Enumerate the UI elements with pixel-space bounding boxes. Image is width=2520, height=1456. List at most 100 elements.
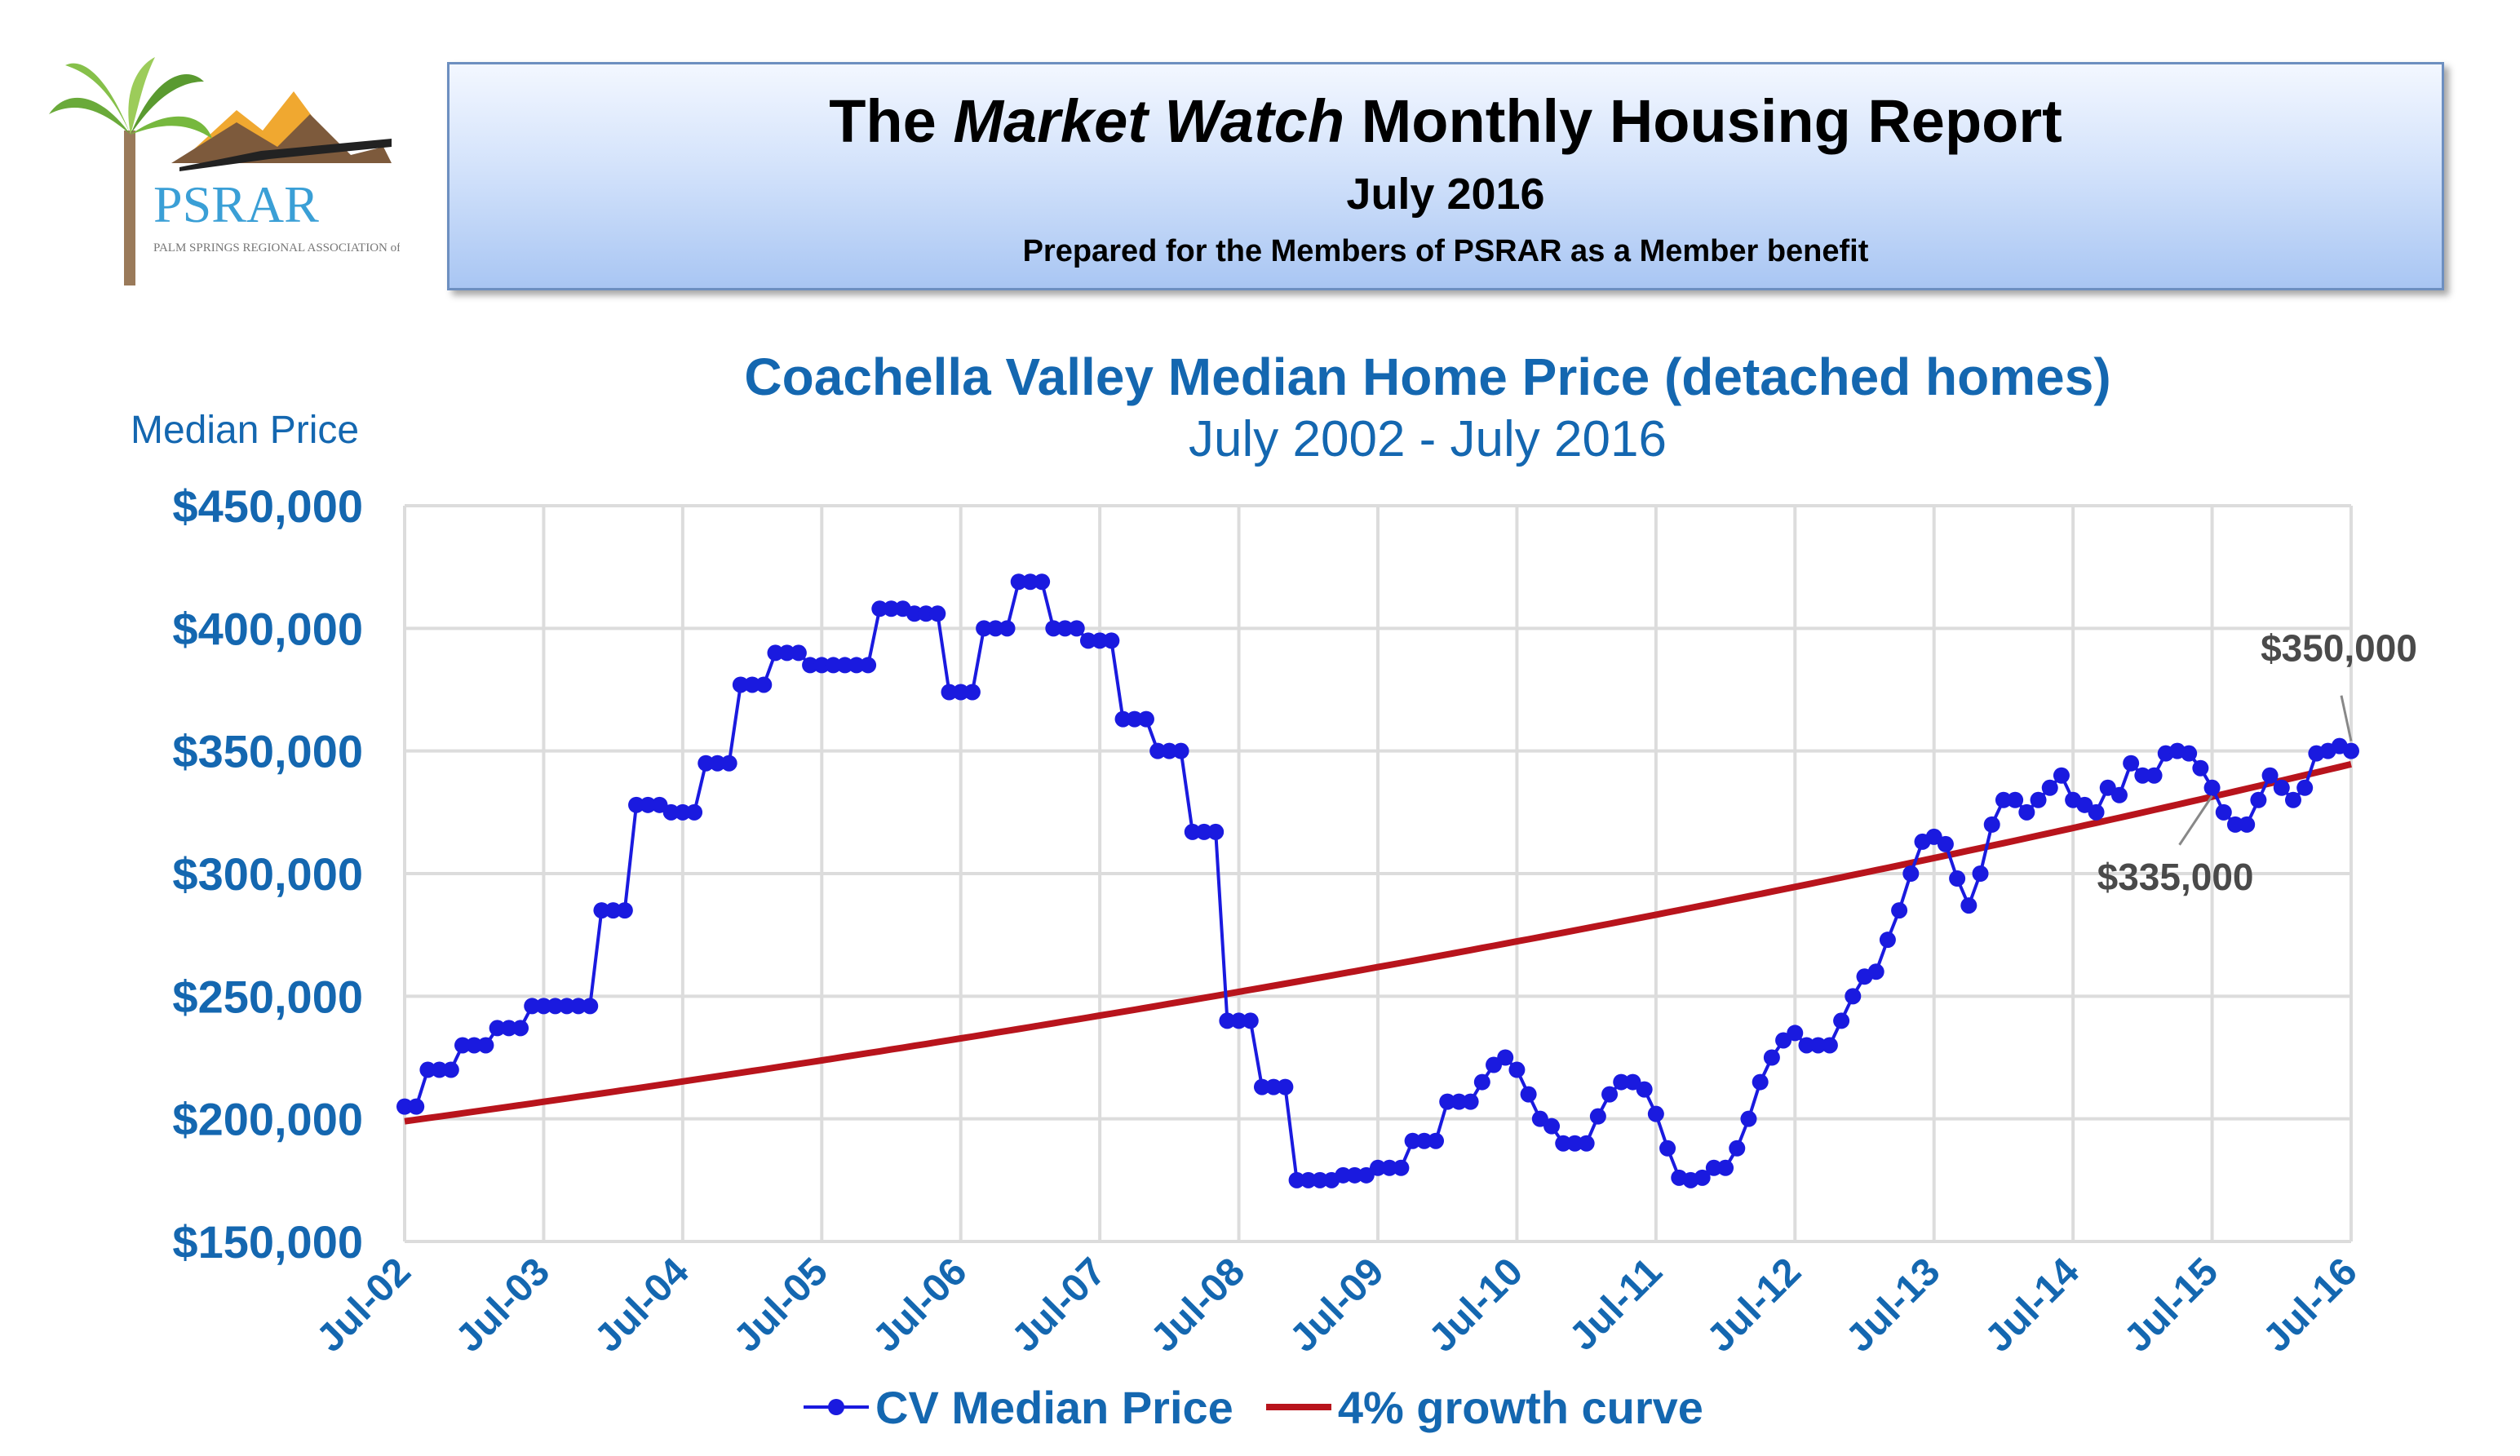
- logo-text: PSRAR: [153, 175, 319, 233]
- median-price-point: [883, 600, 900, 617]
- legend-item-growth: 4% growth curve: [1265, 1381, 1703, 1434]
- median-price-point: [732, 676, 749, 693]
- median-price-point: [906, 605, 923, 622]
- median-price-point: [2076, 796, 2093, 813]
- median-price-point: [2099, 779, 2116, 796]
- median-price-point: [582, 998, 599, 1015]
- median-price-point: [512, 1020, 529, 1037]
- median-price-point: [1833, 1012, 1850, 1029]
- x-tick-label: Jul-13: [1838, 1250, 1949, 1361]
- median-price-point: [1647, 1105, 1664, 1122]
- median-price-point: [2123, 755, 2140, 772]
- median-price-point: [454, 1037, 472, 1054]
- median-price-point: [1694, 1169, 1711, 1186]
- median-price-point: [744, 676, 761, 693]
- annotation-label: $335,000: [2097, 856, 2254, 898]
- median-price-point: [489, 1020, 506, 1037]
- title-suffix: Monthly Housing Report: [1344, 87, 2062, 155]
- median-price-point: [570, 998, 587, 1015]
- median-price-point: [1335, 1166, 1352, 1184]
- median-price-point: [1497, 1049, 1514, 1066]
- median-price-point: [1242, 1012, 1259, 1029]
- median-price-point: [442, 1061, 459, 1078]
- median-price-point: [836, 657, 853, 674]
- median-price-point: [1300, 1171, 1317, 1188]
- median-price-point: [1879, 932, 1896, 949]
- chart-subtitle: July 2002 - July 2016: [1189, 411, 1667, 467]
- median-price-point: [431, 1061, 448, 1078]
- median-price-point: [941, 684, 958, 701]
- median-price-point: [1207, 823, 1225, 840]
- median-price-point: [651, 796, 668, 813]
- median-price-point: [1010, 573, 1027, 591]
- median-price-point: [1103, 632, 1120, 649]
- median-price-point: [1775, 1032, 1792, 1049]
- median-price-point: [1370, 1159, 1386, 1176]
- legend-line-icon: [1265, 1404, 1331, 1410]
- x-tick-label: Jul-12: [1698, 1250, 1809, 1361]
- median-price-point: [1925, 828, 1942, 845]
- x-tick-label: Jul-09: [1282, 1250, 1393, 1361]
- report-subtitle: Prepared for the Members of PSRAR as a M…: [1022, 234, 1869, 268]
- median-price-point: [500, 1020, 517, 1037]
- median-price-point: [396, 1098, 413, 1115]
- annotation-leader: [2340, 695, 2353, 741]
- median-price-point: [1277, 1078, 1294, 1095]
- median-price-point: [2088, 803, 2105, 821]
- median-price-point: [755, 676, 773, 693]
- median-price-point: [1311, 1171, 1328, 1188]
- median-price-point: [1381, 1159, 1398, 1176]
- median-price-point: [2146, 767, 2163, 784]
- median-price-point: [1137, 710, 1154, 728]
- median-price-point: [1543, 1117, 1561, 1135]
- median-price-point: [778, 644, 795, 662]
- median-price-point: [1740, 1110, 1757, 1127]
- median-price-point: [593, 902, 610, 919]
- legend-label-growth: 4% growth curve: [1337, 1381, 1703, 1433]
- median-price-point: [976, 620, 993, 637]
- median-price-point: [1021, 573, 1039, 591]
- legend-marker-icon: [804, 1399, 869, 1415]
- median-price-point: [2041, 779, 2058, 796]
- median-price-point: [1161, 742, 1178, 759]
- report-title: The Market Watch Monthly Housing Report: [450, 81, 2442, 162]
- median-price-point: [1613, 1073, 1630, 1091]
- title-italic: Market Watch: [953, 87, 1345, 155]
- median-price-point: [535, 998, 552, 1015]
- median-price-point: [1891, 902, 1908, 919]
- median-price-point: [1983, 816, 2000, 833]
- median-price-point: [1531, 1110, 1548, 1127]
- median-price-point: [860, 657, 877, 674]
- median-price-point: [1960, 897, 1977, 914]
- median-price-point: [1184, 823, 1201, 840]
- median-price-point: [1520, 1086, 1537, 1103]
- median-price-point: [1288, 1171, 1305, 1188]
- median-price-point: [1045, 620, 1062, 637]
- median-price-point: [1034, 573, 1051, 591]
- median-price-point: [1415, 1132, 1433, 1149]
- median-price-point: [674, 803, 691, 821]
- psrar-logo: PSRAR PALM SPRINGS REGIONAL ASSOCIATION …: [49, 57, 475, 285]
- x-tick-label: Jul-06: [865, 1250, 976, 1361]
- median-price-point: [709, 755, 726, 772]
- median-price-point: [1636, 1081, 1653, 1098]
- median-price-point: [1462, 1093, 1479, 1110]
- median-price-point: [1787, 1025, 1804, 1042]
- median-price-point: [628, 796, 645, 813]
- median-price-point: [1845, 988, 1862, 1005]
- median-price-point: [1219, 1012, 1236, 1029]
- median-price-point: [524, 998, 541, 1015]
- median-price-point: [2261, 767, 2279, 784]
- median-price-point: [1821, 1037, 1838, 1054]
- median-price-point: [2007, 791, 2024, 808]
- median-price-point: [2284, 791, 2301, 808]
- median-price-point: [1149, 742, 1167, 759]
- median-price-point: [1056, 620, 1074, 637]
- median-price-point: [605, 902, 622, 919]
- median-price-point: [1717, 1159, 1734, 1176]
- median-price-point: [2250, 791, 2267, 808]
- median-price-point: [1937, 835, 1954, 852]
- median-price-point: [1126, 710, 1143, 728]
- median-price-point: [1079, 632, 1096, 649]
- median-price-point: [547, 998, 564, 1015]
